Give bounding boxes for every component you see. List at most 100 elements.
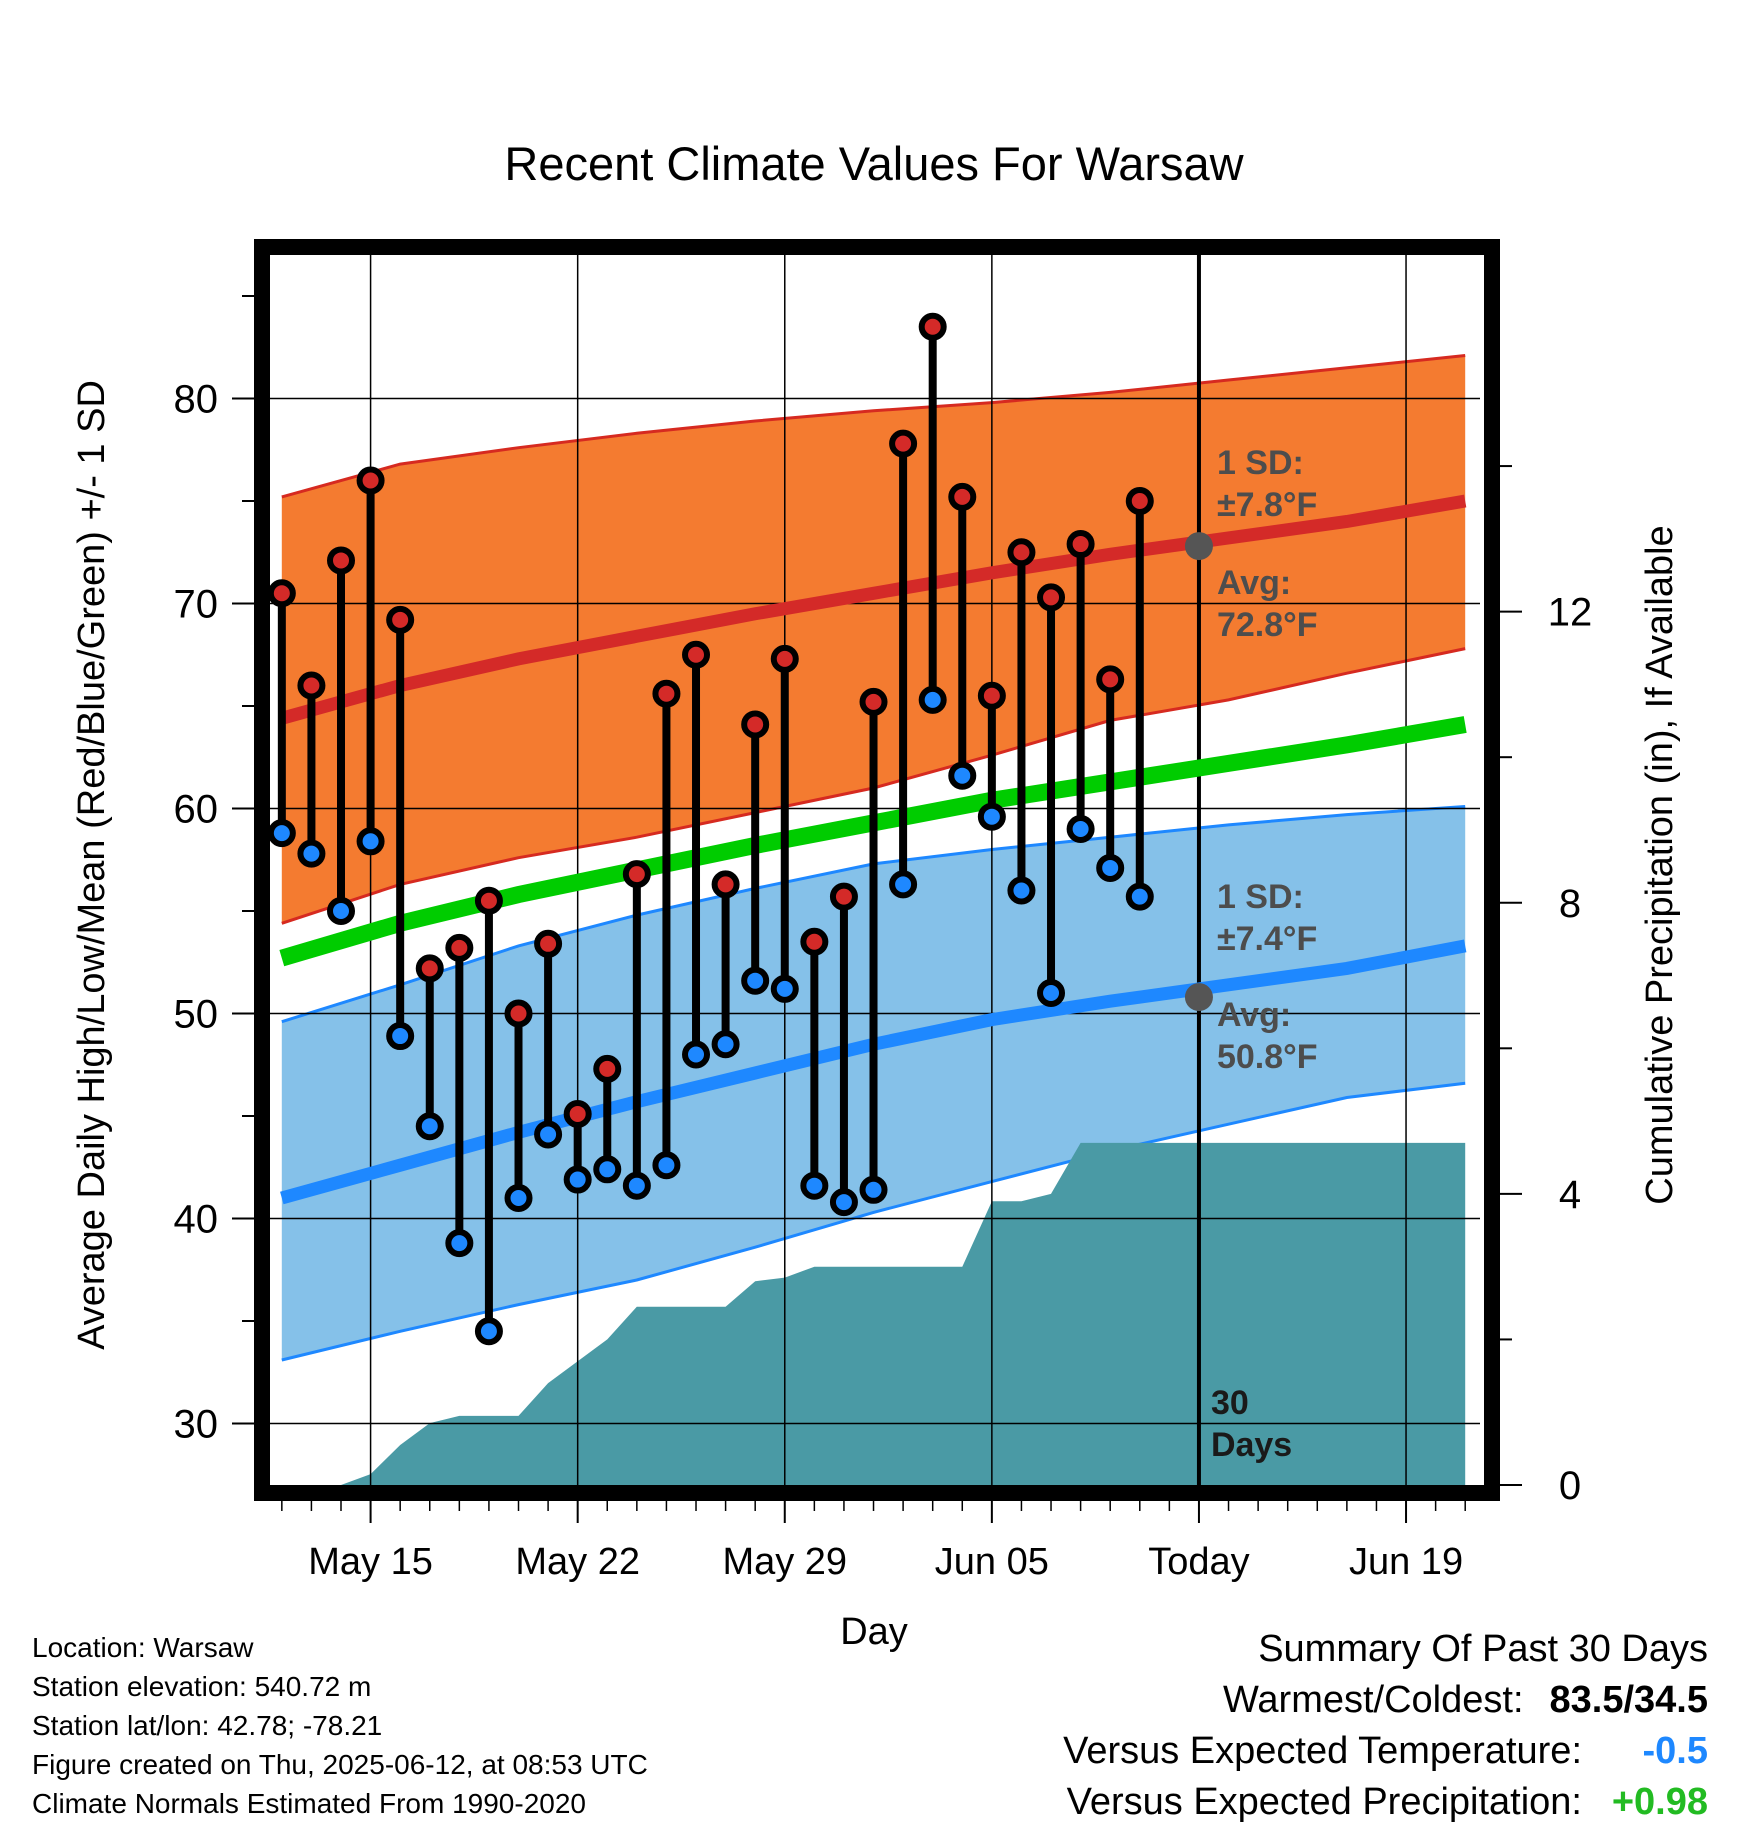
low-avg-label: Avg: [1217, 996, 1291, 1034]
low-sd-label: 1 SD: [1217, 878, 1304, 916]
x-tick-label: May 15 [308, 1541, 433, 1583]
low-temp-point [445, 1229, 474, 1258]
x-tick-label: May 22 [515, 1541, 640, 1583]
low-temp-point [415, 1112, 444, 1141]
low-temp-point [859, 1175, 888, 1204]
low-temp-point [593, 1155, 622, 1184]
high-temp-point [297, 671, 326, 700]
high-temp-point [267, 579, 296, 608]
summary-precip-row: Versus Expected Precipitation: +0.98 [1063, 1777, 1708, 1828]
high-avg-value: 72.8°F [1217, 606, 1318, 644]
high-normal-line [280, 494, 1467, 725]
high-temp-point [327, 546, 356, 575]
right-axis-label: Cumulative Precipitation (in), If Availa… [1639, 525, 1681, 1204]
high-temp-point [977, 681, 1006, 710]
high-temp-point [563, 1099, 592, 1128]
low-temp-point [711, 1030, 740, 1059]
low-temp-point [652, 1151, 681, 1180]
high-temp-point [445, 933, 474, 962]
high-temp-point [652, 679, 681, 708]
high-avg-label: Avg: [1217, 564, 1291, 602]
plot-frame [254, 239, 1500, 1501]
summary-extremes-row: Warmest/Coldest: 83.5/34.5 [1063, 1675, 1708, 1726]
low-temp-point [563, 1165, 592, 1194]
summary-panel: Summary Of Past 30 Days Warmest/Coldest:… [1063, 1624, 1708, 1828]
low-temp-point [1007, 876, 1036, 905]
x-tick-label: Jun 19 [1349, 1541, 1463, 1583]
low-temp-point [682, 1040, 711, 1069]
high-temp-point [682, 640, 711, 669]
observations [267, 312, 1154, 1346]
today-high-normal-marker [1184, 532, 1213, 561]
days-count-label: 30 [1211, 1384, 1249, 1422]
high-temp-point [829, 882, 858, 911]
axes: 30 40 50 60 70 80 0 4 8 12 May 15 May 22 May 29 Jun 0… [174, 295, 1593, 1583]
x-axis-label: Day [840, 1611, 908, 1653]
low-temp-point [1066, 815, 1095, 843]
high-temp-point [386, 605, 415, 634]
y2-tick-label: 12 [1548, 591, 1593, 635]
high-temp-point [534, 929, 563, 958]
low-temp-point [622, 1171, 651, 1200]
x-tick-label: Today [1148, 1541, 1249, 1583]
low-temp-point [267, 819, 296, 848]
today-low-normal-marker [1184, 983, 1213, 1012]
high-temp-point [770, 644, 799, 673]
extremes-value: 83.5/34.5 [1549, 1679, 1708, 1721]
high-temp-point [1125, 487, 1154, 515]
low-temp-point [977, 802, 1006, 831]
low-temp-point [474, 1317, 503, 1346]
y-tick-label: 80 [174, 378, 219, 422]
latlon-text: Station lat/lon: 42.78; -78.21 [32, 1710, 383, 1741]
high-temp-point [1066, 530, 1095, 559]
low-temp-point [918, 685, 947, 714]
low-temp-point [800, 1171, 829, 1200]
precip-anomaly-label: Versus Expected Precipitation: [1066, 1781, 1582, 1823]
low-temp-point [829, 1188, 858, 1217]
precip-anomaly-value: +0.98 [1611, 1781, 1708, 1823]
high-band-upper-edge [281, 354, 1466, 499]
y2-tick-label: 4 [1559, 1173, 1581, 1217]
summary-temp-row: Versus Expected Temperature: -0.5 [1063, 1726, 1708, 1777]
high-sd-label: 1 SD: [1217, 444, 1304, 482]
high-temp-point [356, 466, 385, 495]
created-text: Figure created on Thu, 2025-06-12, at 08… [32, 1749, 648, 1780]
high-temp-point [889, 429, 918, 458]
y-tick-label: 50 [174, 993, 219, 1037]
high-temp-point [859, 687, 888, 716]
x-tick-label: May 29 [722, 1541, 847, 1583]
normals-text: Climate Normals Estimated From 1990-2020 [32, 1788, 586, 1819]
low-band-lower-edge [281, 1081, 1466, 1362]
days-word-label: Days [1211, 1426, 1292, 1464]
summary-title: Summary Of Past 30 Days [1258, 1628, 1708, 1670]
low-temp-point [1037, 979, 1066, 1007]
y-tick-label: 70 [174, 583, 219, 627]
low-temp-point [327, 897, 356, 925]
y2-tick-label: 0 [1559, 1464, 1581, 1508]
low-temp-point [770, 974, 799, 1003]
low-temp-point [1096, 853, 1125, 882]
low-temp-point [741, 966, 770, 995]
low-temp-point [504, 1184, 533, 1212]
low-temp-point [948, 761, 977, 790]
high-sd-value: ±7.8°F [1217, 486, 1317, 524]
high-temp-point [622, 860, 651, 889]
high-temp-point [741, 710, 770, 739]
high-temp-point [1007, 538, 1036, 567]
high-temp-point [918, 312, 947, 341]
elevation-text: Station elevation: 540.72 m [32, 1671, 372, 1702]
x-tick-label: Jun 05 [935, 1541, 1049, 1583]
high-temp-point [474, 886, 503, 915]
low-avg-value: 50.8°F [1217, 1038, 1318, 1076]
high-temp-point [711, 870, 740, 899]
low-temp-point [534, 1120, 563, 1149]
location-text: Location: Warsaw [32, 1632, 254, 1663]
plot-border [254, 239, 1500, 1501]
high-temp-point [948, 482, 977, 511]
annotations: 1 SD: ±7.8°F Avg: 72.8°F 1 SD: ±7.4°F Avg: 50.8… [1184, 444, 1318, 1464]
chart-title: Recent Climate Values For Warsaw [504, 137, 1244, 190]
high-temp-point [1037, 583, 1066, 612]
low-temp-point [356, 827, 385, 856]
station-info: Location: Warsaw Station elevation: 540.… [32, 1628, 648, 1823]
